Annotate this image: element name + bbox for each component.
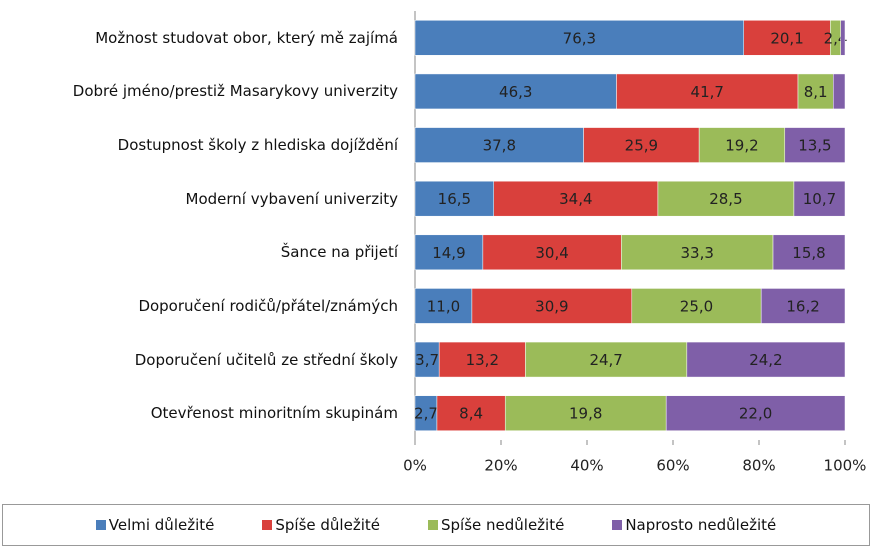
bar-segment bbox=[436, 395, 506, 431]
legend-swatch bbox=[612, 520, 623, 530]
category-label: Dobré jméno/prestiž Masarykovy univerzit… bbox=[72, 82, 398, 101]
bar-segment bbox=[414, 127, 584, 163]
bar-segment bbox=[772, 234, 846, 271]
bar-segment bbox=[414, 234, 484, 271]
category-label: Otevřenost minoritním skupinám bbox=[150, 404, 398, 423]
x-tick-label: 100% bbox=[824, 457, 867, 475]
legend-label: Naprosto nedůležité bbox=[625, 516, 777, 534]
x-tick-label: 20% bbox=[484, 457, 517, 475]
bar-segment bbox=[493, 180, 659, 217]
bar-segment bbox=[504, 395, 667, 431]
data-label: 15,8 bbox=[792, 244, 825, 262]
bar-segment bbox=[525, 341, 688, 378]
data-label: 25,0 bbox=[680, 297, 713, 315]
data-label: 30,4 bbox=[535, 244, 568, 262]
data-label: 30,9 bbox=[535, 297, 568, 315]
bar-segment bbox=[583, 127, 700, 163]
bar-segment bbox=[631, 288, 762, 324]
data-label: 33,3 bbox=[680, 244, 713, 262]
bar-segment bbox=[414, 180, 494, 217]
legend: Velmi důležité Spíše důležité Spíše nedůle… bbox=[2, 504, 870, 546]
data-label: 41,7 bbox=[691, 83, 724, 101]
data-label: 2,7 bbox=[414, 405, 438, 423]
data-label: 3,7 bbox=[415, 351, 439, 369]
category-label: Šance na přijetí bbox=[280, 243, 398, 262]
data-label: 46,3 bbox=[499, 83, 532, 101]
data-label: 24,7 bbox=[589, 351, 622, 369]
data-label: 14,9 bbox=[432, 244, 465, 262]
data-label: 28,5 bbox=[709, 190, 742, 208]
bar-segment bbox=[616, 73, 799, 110]
legend-item: Spíše důležité bbox=[262, 516, 380, 534]
data-label: 16,5 bbox=[438, 190, 471, 208]
bar-segment bbox=[793, 180, 846, 217]
bar-segment bbox=[698, 127, 786, 163]
plot: 0% 20% 40% 60% 80% 100%76,3 20,1 2,446,3 41,7 8,1… bbox=[403, 11, 867, 475]
legend-label: Spíše nedůležité bbox=[440, 516, 565, 534]
category-label: Doporučení rodičů/přátel/známých bbox=[138, 296, 398, 315]
bar-segment bbox=[686, 341, 846, 378]
legend-swatch bbox=[427, 520, 438, 530]
x-tick-label: 0% bbox=[403, 457, 427, 475]
legend-label: Spíše důležité bbox=[275, 516, 380, 534]
bar-segment bbox=[414, 73, 617, 110]
bar-segment bbox=[784, 127, 846, 163]
data-label: 16,2 bbox=[786, 297, 819, 315]
data-label: 37,8 bbox=[483, 137, 516, 155]
data-label: 11,0 bbox=[427, 297, 460, 315]
data-label: 8,4 bbox=[459, 405, 483, 423]
data-label: 8,1 bbox=[804, 83, 828, 101]
bar-segment bbox=[743, 20, 831, 56]
legend-label: Velmi důležité bbox=[108, 516, 215, 534]
data-label: 76,3 bbox=[563, 29, 596, 47]
category-label: Moderní vybavení univerzity bbox=[185, 189, 398, 208]
data-label: 19,8 bbox=[569, 405, 602, 423]
data-label: 25,9 bbox=[625, 137, 658, 155]
data-label: 10,7 bbox=[803, 190, 836, 208]
bar-segment bbox=[657, 180, 795, 217]
data-label: 19,2 bbox=[725, 137, 758, 155]
legend-swatch bbox=[95, 520, 106, 530]
data-label: 20,1 bbox=[770, 29, 803, 47]
bar-segment bbox=[665, 395, 846, 431]
bar-segment bbox=[832, 73, 846, 110]
data-label: 22,0 bbox=[739, 405, 772, 423]
legend-item: Spíše nedůležité bbox=[427, 516, 565, 534]
bar-segment bbox=[471, 288, 633, 324]
category-label: Dostupnost školy z hlediska dojíždění bbox=[117, 136, 398, 155]
x-tick-label: 60% bbox=[656, 457, 689, 475]
category-label: Doporučení učitelů ze střední školy bbox=[134, 350, 398, 369]
category-label: Možnost studovat obor, který mě zajímá bbox=[95, 28, 398, 47]
bar-segment bbox=[840, 20, 846, 56]
x-tick-label: 40% bbox=[570, 457, 603, 475]
bar-segment bbox=[414, 20, 744, 56]
data-label: 34,4 bbox=[559, 190, 592, 208]
bar-segment bbox=[482, 234, 622, 271]
data-label: 13,5 bbox=[798, 137, 831, 155]
bar-segment bbox=[621, 234, 774, 271]
data-label: 24,2 bbox=[749, 351, 782, 369]
bar-segment bbox=[760, 288, 846, 324]
legend-item: Naprosto nedůležité bbox=[612, 516, 776, 534]
legend-item: Velmi důležité bbox=[95, 516, 215, 534]
bar-segment bbox=[438, 341, 526, 378]
bar-segment bbox=[414, 341, 440, 378]
x-tick-label: 80% bbox=[742, 457, 775, 475]
legend-swatch bbox=[262, 520, 273, 530]
data-label: 13,2 bbox=[466, 351, 499, 369]
